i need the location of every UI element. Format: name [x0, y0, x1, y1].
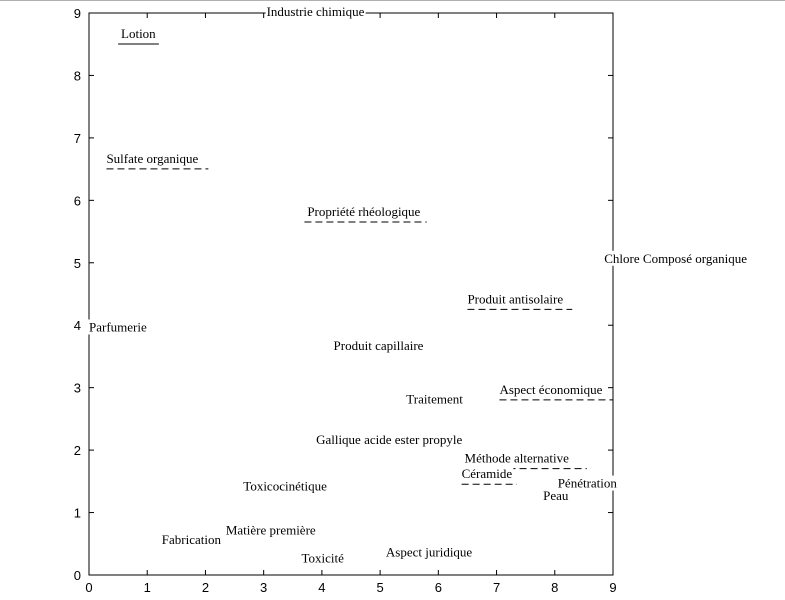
data-label-background	[242, 478, 329, 494]
data-point-label: Peau	[543, 488, 569, 503]
y-tick-label: 3	[74, 381, 81, 396]
y-tick-label: 0	[74, 568, 81, 583]
x-tick-label: 1	[144, 580, 151, 595]
data-label-background	[306, 203, 422, 219]
data-labels: Lotion Industrie chimique Sulfate organiqu…	[88, 4, 749, 566]
data-label-background	[105, 150, 200, 166]
x-tick-label: 0	[85, 580, 92, 595]
y-tick-label: 7	[74, 131, 81, 146]
x-tick-label: 6	[435, 580, 442, 595]
x-tick-label: 2	[202, 580, 209, 595]
data-label-background	[463, 450, 571, 466]
data-point-label: Sulfate organique	[106, 151, 198, 166]
y-tick-label: 1	[74, 506, 81, 521]
y-tick-label: 6	[74, 193, 81, 208]
data-label-background	[384, 544, 474, 560]
data-label-background	[332, 338, 425, 354]
data-point-label: Traitement	[406, 391, 463, 406]
x-tick-label: 4	[318, 580, 325, 595]
data-label-background	[466, 291, 565, 307]
y-tick-label: 2	[74, 443, 81, 458]
data-point-label: Produit capillaire	[334, 338, 424, 353]
data-point-label: Propriété rhéologique	[307, 204, 420, 219]
data-label-background	[603, 250, 749, 266]
data-label-background	[315, 431, 464, 447]
window-top-border	[0, 0, 785, 1]
x-tick-label: 8	[551, 580, 558, 595]
data-label-background	[498, 381, 604, 397]
x-tick-label: 9	[609, 580, 616, 595]
data-label-background	[88, 319, 148, 335]
y-tick-label: 9	[74, 6, 81, 21]
x-tick-label: 5	[376, 580, 383, 595]
data-point-label: Aspect juridique	[386, 544, 473, 559]
data-label-background	[460, 466, 514, 482]
data-point-label: Fabrication	[162, 532, 222, 547]
data-label-background	[160, 531, 223, 547]
y-tick-label: 5	[74, 256, 81, 271]
x-tick-label: 3	[260, 580, 267, 595]
data-point-label: Pénétration	[558, 476, 618, 491]
data-label-background	[300, 550, 346, 566]
data-label-background	[265, 4, 366, 20]
y-tick-label: 8	[74, 68, 81, 83]
data-point-label: Céramide	[462, 466, 513, 481]
data-point-label: Lotion	[121, 26, 156, 41]
data-label-background	[120, 25, 158, 41]
data-label-background	[224, 522, 317, 538]
data-label-background	[542, 488, 570, 504]
data-point-label: Parfumerie	[89, 319, 147, 334]
x-tick-label: 7	[493, 580, 500, 595]
data-point-label: Gallique acide ester propyle	[316, 432, 462, 447]
y-tick-label: 4	[74, 318, 81, 333]
data-point-label: Aspect économique	[499, 382, 602, 397]
data-point-label: Matière première	[226, 522, 316, 537]
data-point-label: Produit antisolaire	[467, 291, 563, 306]
data-point-label: Méthode alternative	[465, 451, 570, 466]
data-point-label: Chlore Composé organique	[604, 251, 747, 266]
data-point-label: Toxicité	[302, 551, 345, 566]
data-point-label: Toxicocinétique	[243, 479, 327, 494]
data-point-label: Industrie chimique	[267, 4, 365, 19]
data-label-background	[405, 391, 465, 407]
data-label-background	[556, 475, 619, 491]
